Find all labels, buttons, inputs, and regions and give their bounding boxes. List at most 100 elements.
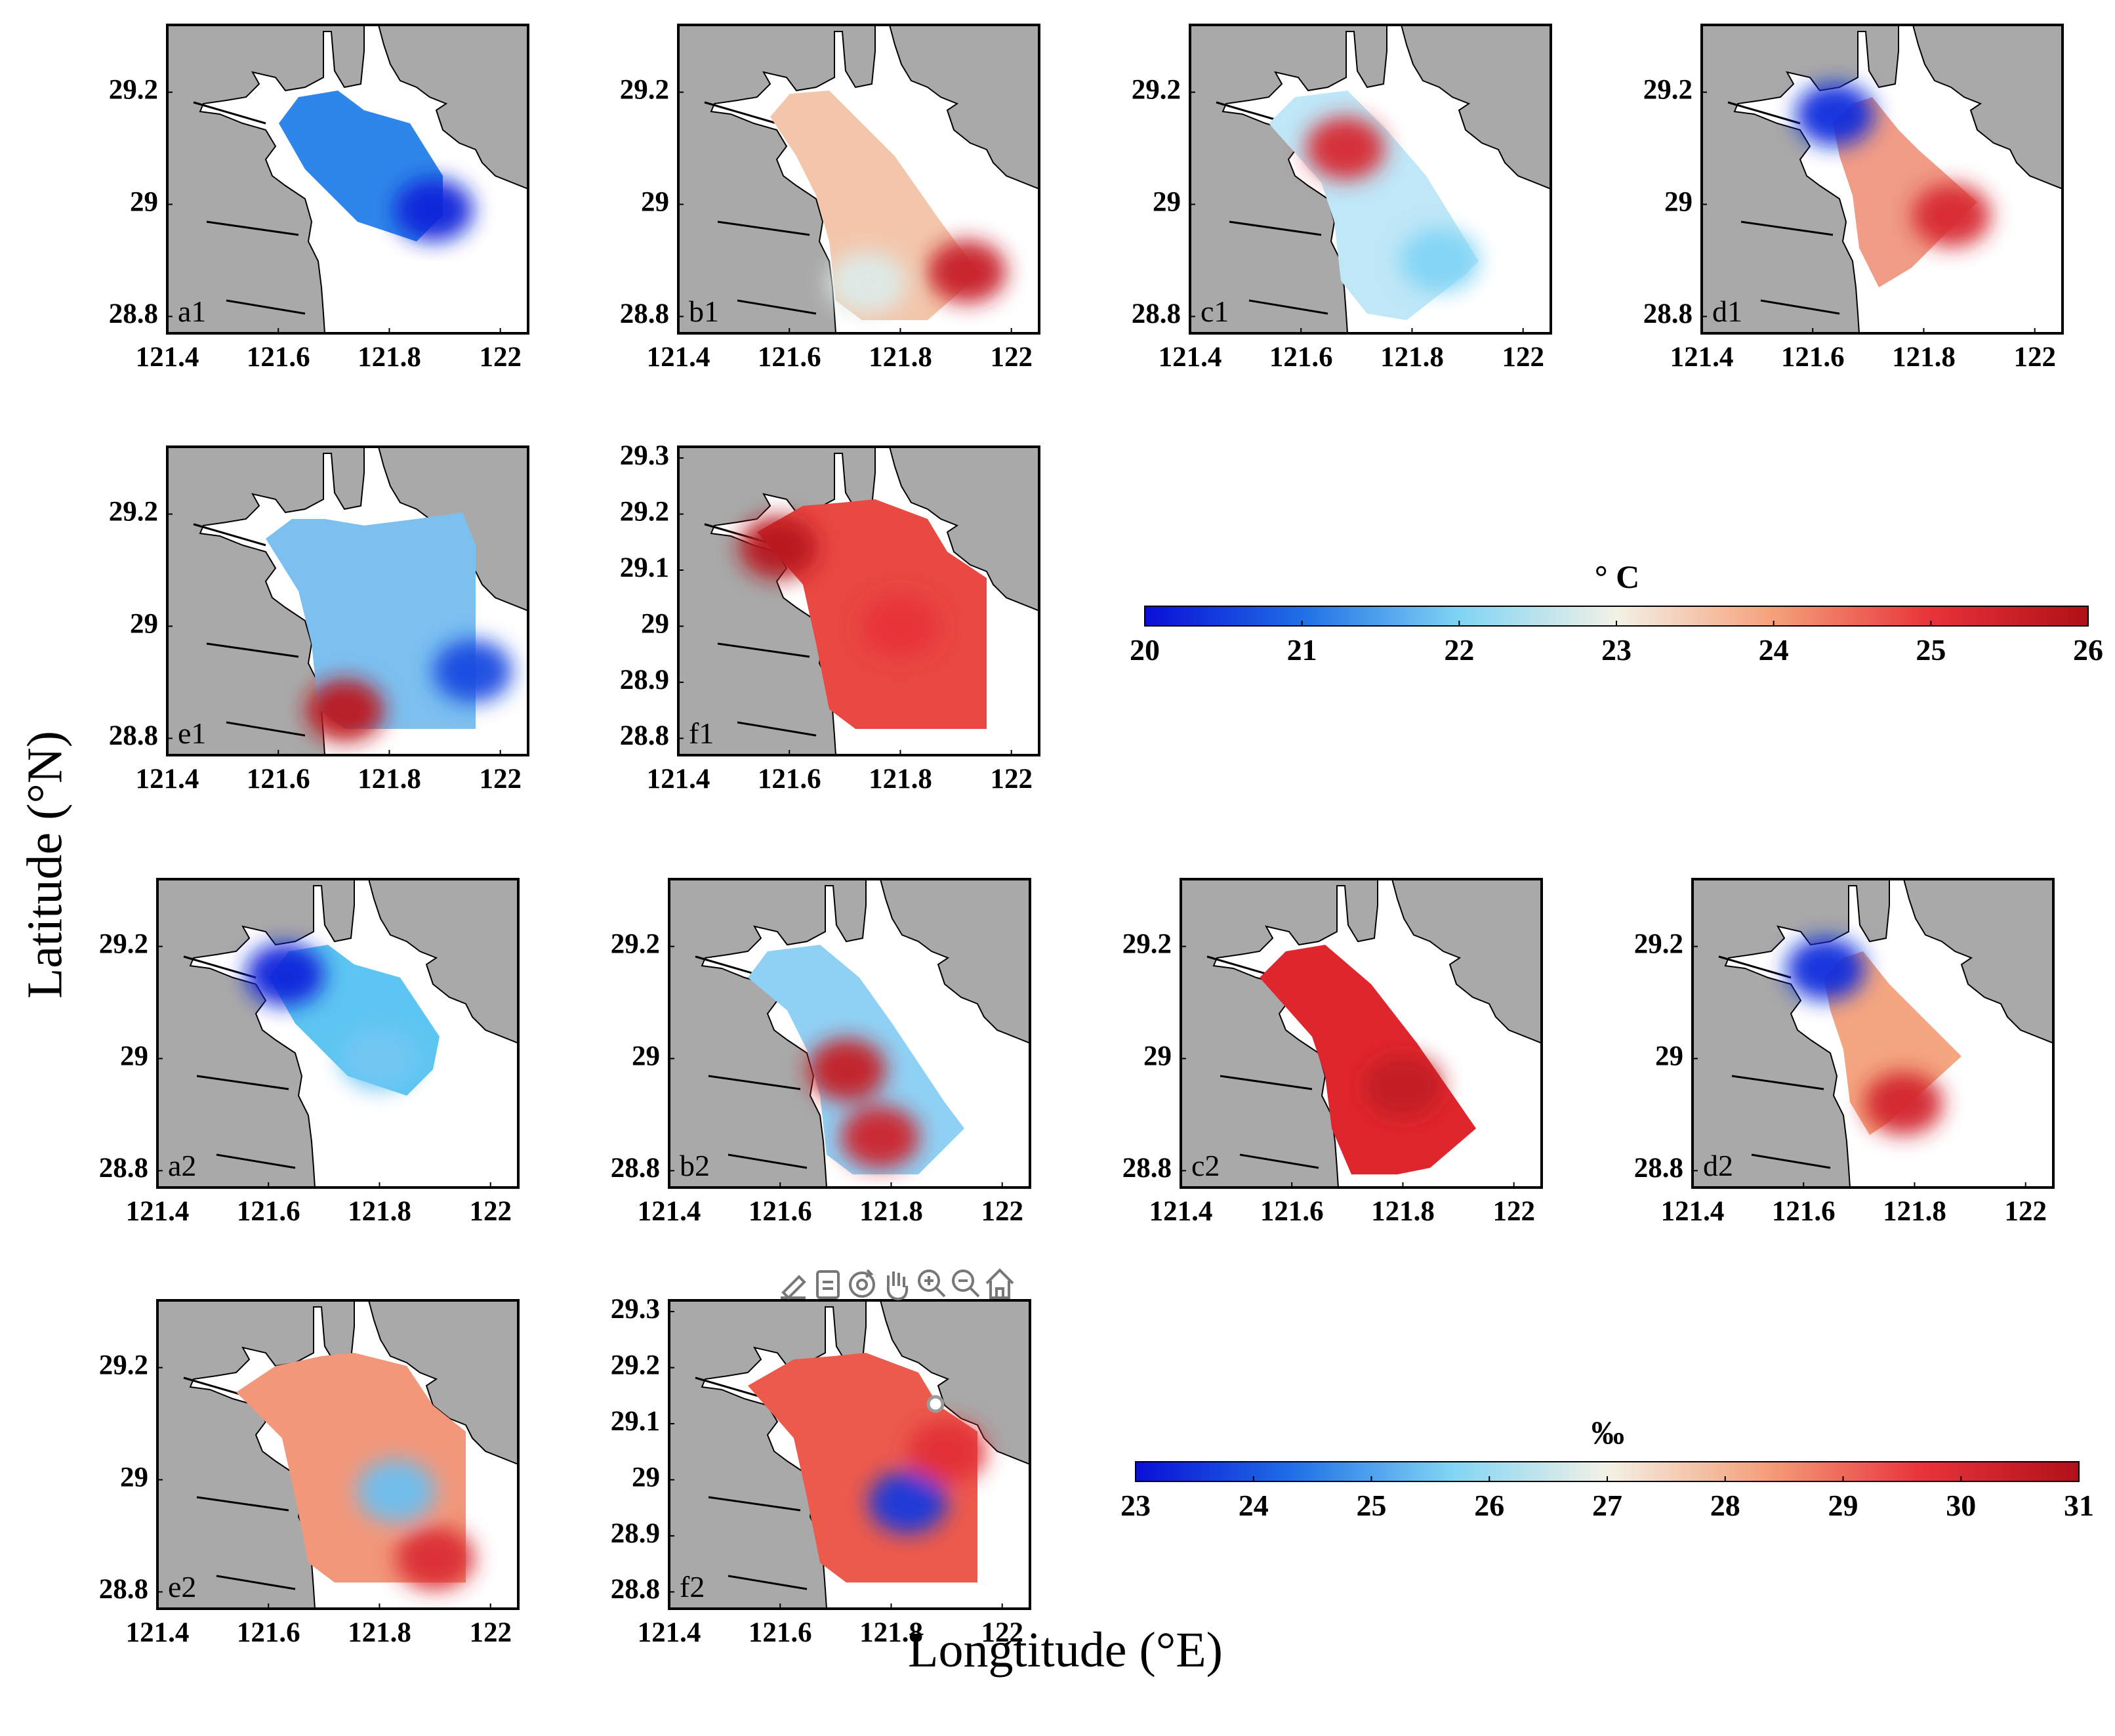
y-tick-label: 29 — [1143, 1041, 1172, 1071]
panel-a2: a2 121.4 121.6 121.8 122 29.2 29 28.8 — [99, 878, 520, 1227]
zoom-out-icon[interactable] — [952, 1270, 980, 1298]
contour-field-c2 — [1260, 945, 1476, 1174]
temperature-colorbar-tick-label: 21 — [1287, 633, 1317, 667]
y-tick-label: 29.2 — [1643, 74, 1693, 105]
x-tick-label: 122 — [1502, 342, 1544, 373]
x-tick-label: 121.4 — [1670, 342, 1734, 373]
salinity-colorbar-unit: ‰ — [1591, 1414, 1624, 1451]
y-tick-label: 29.2 — [620, 496, 669, 527]
contour-region — [266, 512, 476, 729]
x-tick-label: 121.6 — [1781, 342, 1845, 373]
axes-frame — [668, 1299, 1031, 1610]
axes-frame — [1189, 24, 1552, 335]
river-channel — [1727, 101, 1840, 315]
datatip-icon[interactable] — [816, 1270, 840, 1299]
y-tick-label: 29.2 — [109, 496, 158, 527]
salinity-colorbar-ticks: 23 24 25 26 27 28 29 30 31 — [1120, 1476, 2094, 1522]
y-tick-label: 29.2 — [1122, 928, 1172, 959]
temperature-colorbar-tick-label: 23 — [1601, 633, 1632, 667]
panel-f2: f2 121.4 121.6 121.8 122 29.3 29.2 29.1 29 28.9 28… — [611, 1294, 1031, 1648]
y-tick-label: 29 — [641, 186, 669, 217]
field-extreme — [340, 1027, 419, 1090]
field-extreme — [840, 1106, 920, 1169]
salinity-colorbar-tick-label: 27 — [1592, 1489, 1622, 1522]
x-tick-label: 121.8 — [358, 342, 421, 373]
panel-c1: c1 121.4 121.6 121.8 122 29.2 29 28.8 — [1132, 24, 1552, 373]
panel-e2: e2 121.4 121.6 121.8 122 29.2 29 28.8 — [99, 1299, 520, 1648]
axes-frame — [677, 24, 1040, 335]
y-tick-label: 29 — [632, 1462, 660, 1493]
contour-field-d2 — [1786, 937, 1961, 1135]
panel-d2: d2 121.4 121.6 121.8 122 29.2 29 28.8 — [1634, 878, 2055, 1227]
panel-d1: d1 121.4 121.6 121.8 122 29.2 29 28.8 — [1643, 24, 2064, 373]
y-tick-label: 28.8 — [1634, 1153, 1683, 1184]
y-tick-label: 28.9 — [620, 665, 669, 695]
x-tick-label: 121.8 — [869, 764, 932, 795]
x-tick-label: 122 — [2013, 342, 2056, 373]
field-extreme — [1400, 228, 1479, 292]
x-tick-label: 121.6 — [237, 1617, 300, 1648]
y-tick-label: 28.8 — [99, 1153, 148, 1184]
contour-field-d1 — [1796, 83, 1991, 287]
x-tick-label: 121.6 — [247, 764, 310, 795]
field-extreme — [907, 1420, 987, 1483]
x-tick-label: 122 — [981, 1617, 1023, 1648]
y-tick-label: 28.8 — [611, 1153, 660, 1184]
salinity-colorbar: ‰ 23 24 25 26 27 28 29 30 31 — [1120, 1414, 2094, 1522]
axes-frame — [1700, 24, 2064, 335]
salinity-colorbar-tick-label: 31 — [2064, 1489, 2094, 1522]
panel-label: b1 — [689, 295, 719, 328]
panel-label: a2 — [168, 1149, 196, 1182]
contour-field-a2 — [245, 943, 440, 1096]
contour-field-a1 — [279, 91, 474, 241]
field-extreme — [356, 1459, 436, 1523]
field-extreme — [305, 678, 384, 742]
x-tick-label: 122 — [479, 342, 522, 373]
x-tick-label: 121.4 — [1159, 342, 1222, 373]
x-tick-label: 122 — [990, 342, 1033, 373]
field-extreme — [827, 251, 907, 315]
temperature-colorbar-tick-label: 20 — [1130, 633, 1160, 667]
contour-field-b1 — [770, 91, 1006, 320]
salinity-colorbar-tick-label: 29 — [1828, 1489, 1858, 1522]
y-tick-label: 28.8 — [1643, 299, 1693, 329]
river-channel — [704, 101, 817, 315]
figure-toolbar[interactable] — [781, 1268, 1014, 1301]
y-tick-label: 29.3 — [620, 440, 669, 471]
x-tick-label: 121.6 — [1772, 1196, 1836, 1227]
field-extreme — [245, 943, 325, 1006]
river-channel — [193, 523, 306, 737]
y-tick-label: 29.2 — [1132, 74, 1181, 105]
river-channel — [193, 101, 306, 315]
y-tick-label: 29.2 — [1634, 928, 1683, 959]
salinity-colorbar-tick-label: 26 — [1474, 1489, 1504, 1522]
panel-b2: b2 121.4 121.6 121.8 122 29.2 29 28.8 — [611, 878, 1031, 1227]
axes-frame — [166, 24, 529, 335]
contour-region — [236, 1353, 466, 1582]
y-tick-label: 29 — [120, 1462, 148, 1493]
contour-region — [1260, 945, 1476, 1174]
rotate-icon[interactable] — [849, 1269, 875, 1298]
y-tick-label: 28.8 — [109, 720, 158, 751]
pan-icon[interactable] — [886, 1271, 909, 1301]
zoom-in-icon[interactable] — [918, 1270, 946, 1298]
y-tick-label: 28.8 — [99, 1574, 148, 1605]
x-tick-label: 121.6 — [1269, 342, 1333, 373]
y-tick-label: 29.2 — [99, 928, 148, 959]
panel-label: b2 — [680, 1149, 710, 1182]
river-channel — [183, 955, 296, 1169]
x-tick-label: 122 — [981, 1196, 1023, 1227]
x-tick-label: 121.6 — [749, 1196, 812, 1227]
brush-icon[interactable] — [781, 1275, 806, 1300]
y-axis-label: Latitude (°N) — [17, 731, 72, 999]
map-panels: a1 121.4 121.6 121.8 122 29.2 29 28.8 b1 121.4 121… — [99, 24, 2064, 1648]
field-extreme — [396, 1527, 475, 1590]
y-tick-label: 29 — [641, 608, 669, 639]
panel-label: d2 — [1703, 1149, 1733, 1182]
contour-field-c1 — [1269, 91, 1479, 320]
axes-frame — [668, 878, 1031, 1189]
panel-f1: f1 121.4 121.6 121.8 122 29.3 29.2 29.1 29 28.9 28… — [620, 440, 1040, 795]
home-icon[interactable] — [985, 1268, 1014, 1299]
field-extreme — [928, 240, 1006, 303]
salinity-colorbar-tick-label: 24 — [1239, 1489, 1269, 1522]
